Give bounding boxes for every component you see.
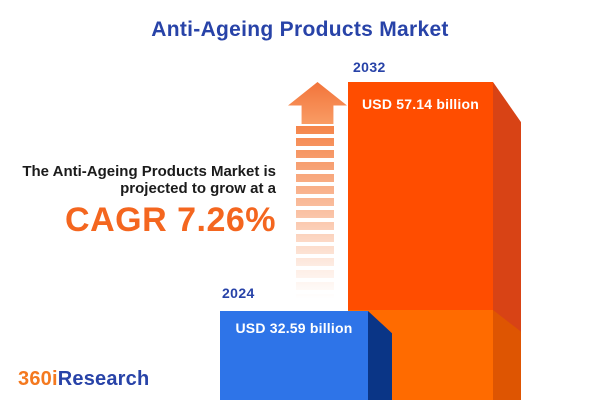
growth-arrow-icon (288, 82, 347, 124)
cagr-value: CAGR 7.26% (65, 201, 276, 239)
bar-2024-front (220, 311, 368, 400)
description-text: The Anti-Ageing Products Market is proje… (10, 163, 276, 198)
brand-logo: 360iResearch (18, 368, 149, 391)
chart-title: Anti-Ageing Products Market (151, 18, 449, 41)
logo-part-360i: 360i (18, 368, 58, 390)
description-line1: The Anti-Ageing Products Market is (22, 163, 276, 180)
bar-2024-year-label: 2024 (222, 285, 255, 301)
bar-2024-value-label: USD 32.59 billion (235, 320, 353, 336)
logo-part-research: Research (57, 368, 150, 390)
bar-2032-value-label: USD 57.14 billion (362, 96, 479, 112)
bar-2032-year-label: 2032 (353, 59, 386, 75)
growth-arrow-stripes (296, 126, 334, 302)
description-line2: projected to grow at a (120, 180, 276, 198)
